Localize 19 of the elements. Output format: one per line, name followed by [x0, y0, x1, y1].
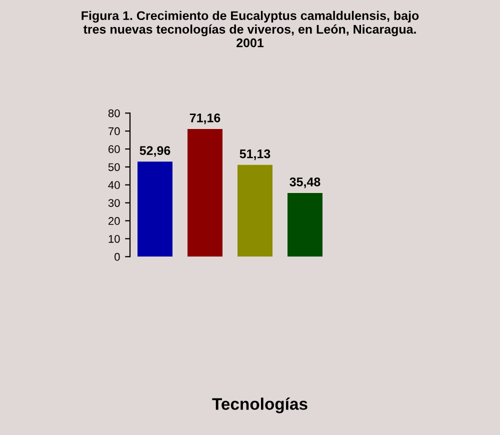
data-label: 52,96: [140, 146, 170, 157]
bar: [288, 192, 322, 257]
y-tick-label: 0: [114, 252, 120, 261]
y-tick-label: 40: [108, 181, 120, 190]
chart-title: Figura 1. Crecimiento de Eucalyptus camaldulensis, bajo tres nuevas tecnologías de viveros, en León, Nicaragua. 2001: [82, 10, 419, 48]
text: Tecnologías: [212, 397, 308, 414]
y-tick-label: 60: [108, 145, 120, 154]
data-label: 71,16: [190, 113, 220, 124]
bar: [138, 162, 172, 257]
y-tick-label: 50: [108, 163, 120, 172]
y-tick-label: 30: [108, 199, 120, 207]
y-tick-label: 20: [108, 217, 120, 225]
y-tick-label: 70: [108, 127, 120, 136]
y-tick-label: 80: [108, 109, 120, 118]
data-label: 35,48: [290, 177, 320, 188]
bar: [238, 164, 272, 257]
y-tick-label: 10: [108, 234, 120, 243]
bar: [188, 128, 222, 257]
data-label: 51,13: [240, 149, 270, 160]
